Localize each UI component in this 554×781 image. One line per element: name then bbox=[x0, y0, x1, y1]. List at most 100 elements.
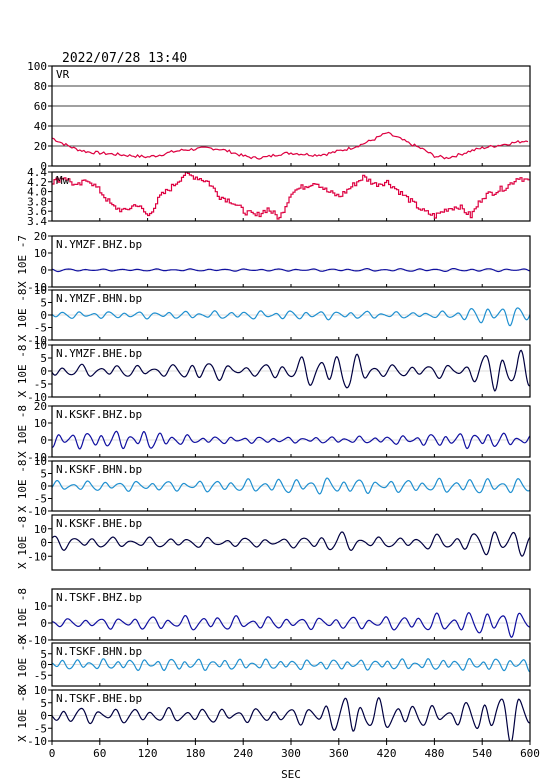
panel-title: N.TSKF.BHN.bp bbox=[56, 645, 142, 658]
series-line-ymzf-bhz bbox=[52, 268, 530, 273]
panel-title: Mw bbox=[56, 174, 70, 187]
x-tick-label: 540 bbox=[472, 747, 492, 760]
y-tick-label: 4.4 bbox=[27, 166, 47, 179]
x-axis-label: SEC bbox=[281, 768, 301, 781]
panel-frame bbox=[51, 588, 531, 641]
y-tick-label: 5 bbox=[40, 697, 47, 710]
y-tick-label: -10 bbox=[27, 391, 47, 404]
y-tick-label: 60 bbox=[34, 100, 47, 113]
panel-title: N.KSKF.BHE.bp bbox=[56, 517, 142, 530]
y-axis-label: X 10E -8 bbox=[16, 588, 29, 641]
y-tick-label: 0 bbox=[40, 617, 47, 630]
y-tick-label: 20 bbox=[34, 230, 47, 243]
x-tick-label: 120 bbox=[138, 747, 158, 760]
x-tick-label: 420 bbox=[377, 747, 397, 760]
x-tick-label: 360 bbox=[329, 747, 349, 760]
y-tick-label: -10 bbox=[27, 634, 47, 647]
y-tick-label: 0 bbox=[40, 710, 47, 723]
y-tick-label: 0 bbox=[40, 160, 47, 173]
panel-frame bbox=[51, 289, 531, 341]
panel-frame bbox=[51, 171, 531, 222]
panel-kskf-bhe: 100-10 N.KSKF.BHE.bp X 10E -8 bbox=[16, 514, 531, 571]
y-tick-label: 0 bbox=[40, 365, 47, 378]
y-tick-label: -10 bbox=[27, 505, 47, 518]
y-tick-label: 10 bbox=[34, 417, 47, 430]
y-tick-label: 10 bbox=[34, 284, 47, 297]
y-tick-label: -10 bbox=[27, 451, 47, 464]
y-tick-label: 0 bbox=[40, 480, 47, 493]
panel-frame bbox=[51, 65, 531, 167]
panel-frame bbox=[51, 344, 531, 398]
x-tick-label: 300 bbox=[281, 747, 301, 760]
y-axis-label: X 10E -8 bbox=[16, 345, 29, 398]
panel-mw: 4.44.24.03.83.63.4 Mw bbox=[27, 166, 531, 228]
x-tick-label: 600 bbox=[520, 747, 540, 760]
y-tick-label: -5 bbox=[34, 322, 47, 335]
x-tick-label: 180 bbox=[185, 747, 205, 760]
panel-kskf-bhz: 20 10 0 -10 N.KSKF.BHZ.bp X 10E -8 bbox=[16, 400, 531, 464]
panel-frame bbox=[51, 235, 531, 288]
panel-title: N.TSKF.BHZ.bp bbox=[56, 591, 142, 604]
panel-ymzf-bhz: 20 10 0 -10 N.YMZF.BHZ.bp X 10E -7 bbox=[16, 230, 531, 294]
y-tick-label: -10 bbox=[27, 550, 47, 563]
y-tick-label: 5 bbox=[40, 648, 47, 661]
panel-title: VR bbox=[56, 68, 70, 81]
y-tick-label: 3.8 bbox=[27, 195, 47, 208]
y-tick-label: 0 bbox=[40, 537, 47, 550]
y-tick-label: 10 bbox=[34, 247, 47, 260]
y-tick-label: 20 bbox=[34, 400, 47, 413]
y-tick-label: -5 bbox=[34, 669, 47, 682]
series-line-mw bbox=[52, 172, 530, 220]
y-tick-label: 40 bbox=[34, 120, 47, 133]
panels: 100806040200VR4.44.24.03.83.63.4Mw20100-… bbox=[16, 60, 531, 748]
panel-vr: 100 80 60 40 20 0 VR bbox=[27, 60, 531, 173]
y-tick-label: 3.4 bbox=[27, 215, 47, 228]
y-axis-label: X 10E -8 bbox=[16, 689, 29, 742]
x-tick-label: 480 bbox=[424, 747, 444, 760]
y-tick-label: -10 bbox=[27, 334, 47, 347]
y-tick-label: 80 bbox=[34, 80, 47, 93]
y-tick-label: 0 bbox=[40, 264, 47, 277]
y-tick-label: 5 bbox=[40, 352, 47, 365]
x-axis: 0 60 120 180 240 300 360 420 480 540 600 bbox=[49, 741, 540, 760]
y-axis-label: X 10E -8 bbox=[16, 638, 29, 691]
y-tick-label: 4.0 bbox=[27, 186, 47, 199]
y-tick-label: 3.6 bbox=[27, 205, 47, 218]
y-tick-label: 5 bbox=[40, 468, 47, 481]
y-tick-label: 5 bbox=[40, 297, 47, 310]
panel-title: N.TSKF.BHE.bp bbox=[56, 692, 142, 705]
y-tick-label: 0 bbox=[40, 309, 47, 322]
y-axis-label: X 10E -8 bbox=[16, 516, 29, 569]
y-tick-label: 4.2 bbox=[27, 176, 47, 189]
series-line-vr bbox=[52, 131, 529, 160]
y-tick-label: 0 bbox=[40, 659, 47, 672]
panel-title: N.YMZF.BHE.bp bbox=[56, 347, 142, 360]
panel-frame bbox=[51, 460, 531, 512]
y-tick-label: -5 bbox=[34, 493, 47, 506]
series-line-tskf-bhz bbox=[52, 612, 530, 639]
y-tick-label: 10 bbox=[34, 339, 47, 352]
y-tick-label: 20 bbox=[34, 140, 47, 153]
y-tick-label: -10 bbox=[27, 735, 47, 748]
y-axis-label: X 10E -7 bbox=[16, 235, 29, 288]
panel-title: N.KSKF.BHN.bp bbox=[56, 463, 142, 476]
series-line-ymzf-bhn bbox=[52, 307, 530, 327]
y-axis-label: X 10E -8 bbox=[16, 405, 29, 458]
y-tick-label: 0 bbox=[40, 434, 47, 447]
panel-title: N.KSKF.BHZ.bp bbox=[56, 408, 142, 421]
series-line-kskf-bhz bbox=[52, 430, 530, 450]
panel-frame bbox=[51, 642, 531, 687]
series-line-tskf-bhn bbox=[52, 657, 530, 673]
y-tick-label: 100 bbox=[27, 60, 47, 73]
series-line-kskf-bhn bbox=[52, 477, 530, 495]
y-tick-label: -10 bbox=[27, 281, 47, 294]
series-line-ymzf-bhe bbox=[52, 349, 530, 392]
x-tick-label: 240 bbox=[233, 747, 253, 760]
y-tick-label: 10 bbox=[34, 684, 47, 697]
x-tick-label: 0 bbox=[49, 747, 56, 760]
y-tick-label: -5 bbox=[34, 378, 47, 391]
